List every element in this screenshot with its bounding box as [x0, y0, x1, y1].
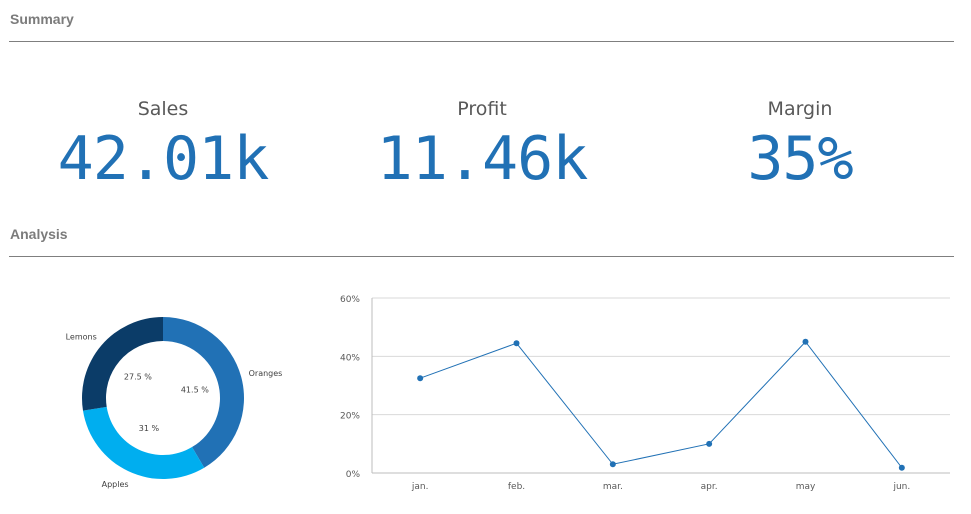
y-tick-label: 60%: [340, 295, 360, 305]
data-point-may[interactable]: [802, 338, 809, 345]
donut-category-label-apples: Apples: [102, 480, 129, 489]
donut-value-label-lemons: 27.5 %: [124, 373, 152, 382]
donut-category-label-oranges: Oranges: [249, 369, 283, 378]
kpi-margin-value: 35%: [747, 124, 853, 194]
kpi-margin[interactable]: Margin 35%: [650, 96, 950, 196]
kpi-sales-label: Sales: [137, 98, 189, 120]
x-tick-label-mar: mar.: [603, 482, 623, 492]
x-tick-label-may: may: [796, 482, 816, 492]
y-tick-label: 0%: [346, 470, 361, 480]
donut-slice-lemons[interactable]: [81, 317, 163, 411]
kpi-profit[interactable]: Profit 11.46k: [332, 96, 632, 196]
summary-divider: [9, 41, 954, 42]
donut-category-label-lemons: Lemons: [66, 332, 97, 341]
kpi-profit-label: Profit: [457, 98, 507, 120]
data-point-jan[interactable]: [417, 375, 424, 382]
data-point-jun[interactable]: [898, 464, 905, 471]
donut-chart[interactable]: 41.5 % Oranges 31 % Apples 27.5 % Lemons: [0, 280, 330, 510]
donut-slice-apples[interactable]: [82, 406, 205, 479]
x-tick-label-feb: feb.: [508, 482, 525, 492]
kpi-margin-label: Margin: [767, 98, 833, 120]
y-tick-label: 40%: [340, 353, 360, 363]
line-chart[interactable]: 0% 20% 40% 60% jan. feb. mar. apr. may jun.: [330, 280, 950, 510]
summary-title: Summary: [10, 11, 74, 27]
kpi-profit-value: 11.46k: [376, 124, 589, 194]
data-point-mar[interactable]: [609, 461, 616, 468]
y-tick-label: 20%: [340, 412, 360, 422]
donut-value-label-oranges: 41.5 %: [181, 385, 209, 394]
data-point-apr[interactable]: [706, 440, 713, 447]
series-line: [419, 340, 903, 469]
x-tick-label-jun: jun.: [892, 482, 910, 492]
kpi-sales-value: 42.01k: [57, 124, 270, 194]
kpi-sales[interactable]: Sales 42.01k: [13, 96, 313, 196]
x-tick-label-apr: apr.: [701, 482, 718, 492]
x-tick-label-jan: jan.: [411, 482, 429, 492]
donut-slice-oranges[interactable]: [163, 317, 245, 468]
analysis-divider: [9, 256, 954, 257]
donut-value-label-apples: 31 %: [139, 424, 160, 433]
data-point-feb[interactable]: [513, 340, 520, 347]
analysis-title: Analysis: [10, 226, 68, 242]
